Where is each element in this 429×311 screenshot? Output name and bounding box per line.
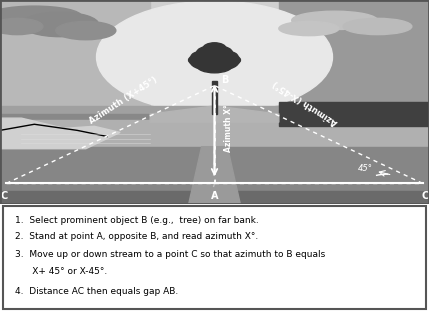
- Bar: [0, 192, 429, 204]
- Ellipse shape: [292, 11, 378, 30]
- Bar: [0, 147, 429, 204]
- Text: Azimuth (X+45°): Azimuth (X+45°): [88, 76, 159, 126]
- Text: X+ 45° or X-45°.: X+ 45° or X-45°.: [15, 267, 107, 276]
- Bar: [279, 102, 429, 126]
- Text: 1.  Select prominent object B (e.g.,  tree) on far bank.: 1. Select prominent object B (e.g., tree…: [15, 216, 259, 225]
- Bar: [0, 114, 429, 122]
- Polygon shape: [0, 0, 150, 112]
- Ellipse shape: [190, 53, 220, 69]
- Text: Azimuth X°: Azimuth X°: [224, 104, 233, 152]
- Polygon shape: [0, 118, 120, 149]
- Polygon shape: [189, 147, 240, 204]
- Ellipse shape: [202, 43, 227, 55]
- Text: 2.  Stand at point A, opposite B, and read azimuth X°.: 2. Stand at point A, opposite B, and rea…: [15, 232, 258, 241]
- Ellipse shape: [195, 46, 234, 68]
- Text: 3.  Move up or down stream to a point C so that azimuth to B equals: 3. Move up or down stream to a point C s…: [15, 250, 325, 259]
- Ellipse shape: [0, 6, 82, 26]
- Ellipse shape: [188, 55, 208, 65]
- Text: C: C: [421, 191, 428, 201]
- Ellipse shape: [97, 1, 332, 113]
- Ellipse shape: [196, 46, 222, 60]
- Text: B: B: [221, 76, 229, 86]
- Ellipse shape: [279, 21, 339, 36]
- Polygon shape: [150, 106, 279, 122]
- Ellipse shape: [56, 21, 116, 40]
- Text: Azimuth (X-45°): Azimuth (X-45°): [272, 78, 340, 126]
- Ellipse shape: [209, 53, 239, 69]
- Bar: [0, 106, 429, 122]
- Ellipse shape: [196, 58, 233, 73]
- Ellipse shape: [207, 46, 233, 60]
- Bar: [0, 0, 429, 112]
- Ellipse shape: [217, 51, 238, 63]
- Ellipse shape: [221, 55, 241, 65]
- Text: C: C: [1, 191, 8, 201]
- Ellipse shape: [0, 18, 43, 35]
- Polygon shape: [279, 0, 429, 112]
- Text: 4.  Distance AC then equals gap AB.: 4. Distance AC then equals gap AB.: [15, 287, 178, 296]
- Text: 45°: 45°: [358, 164, 373, 173]
- Ellipse shape: [21, 12, 99, 37]
- Text: A: A: [211, 191, 218, 201]
- Ellipse shape: [191, 51, 212, 63]
- Bar: [212, 81, 217, 114]
- Bar: [0, 120, 429, 149]
- Ellipse shape: [343, 18, 412, 35]
